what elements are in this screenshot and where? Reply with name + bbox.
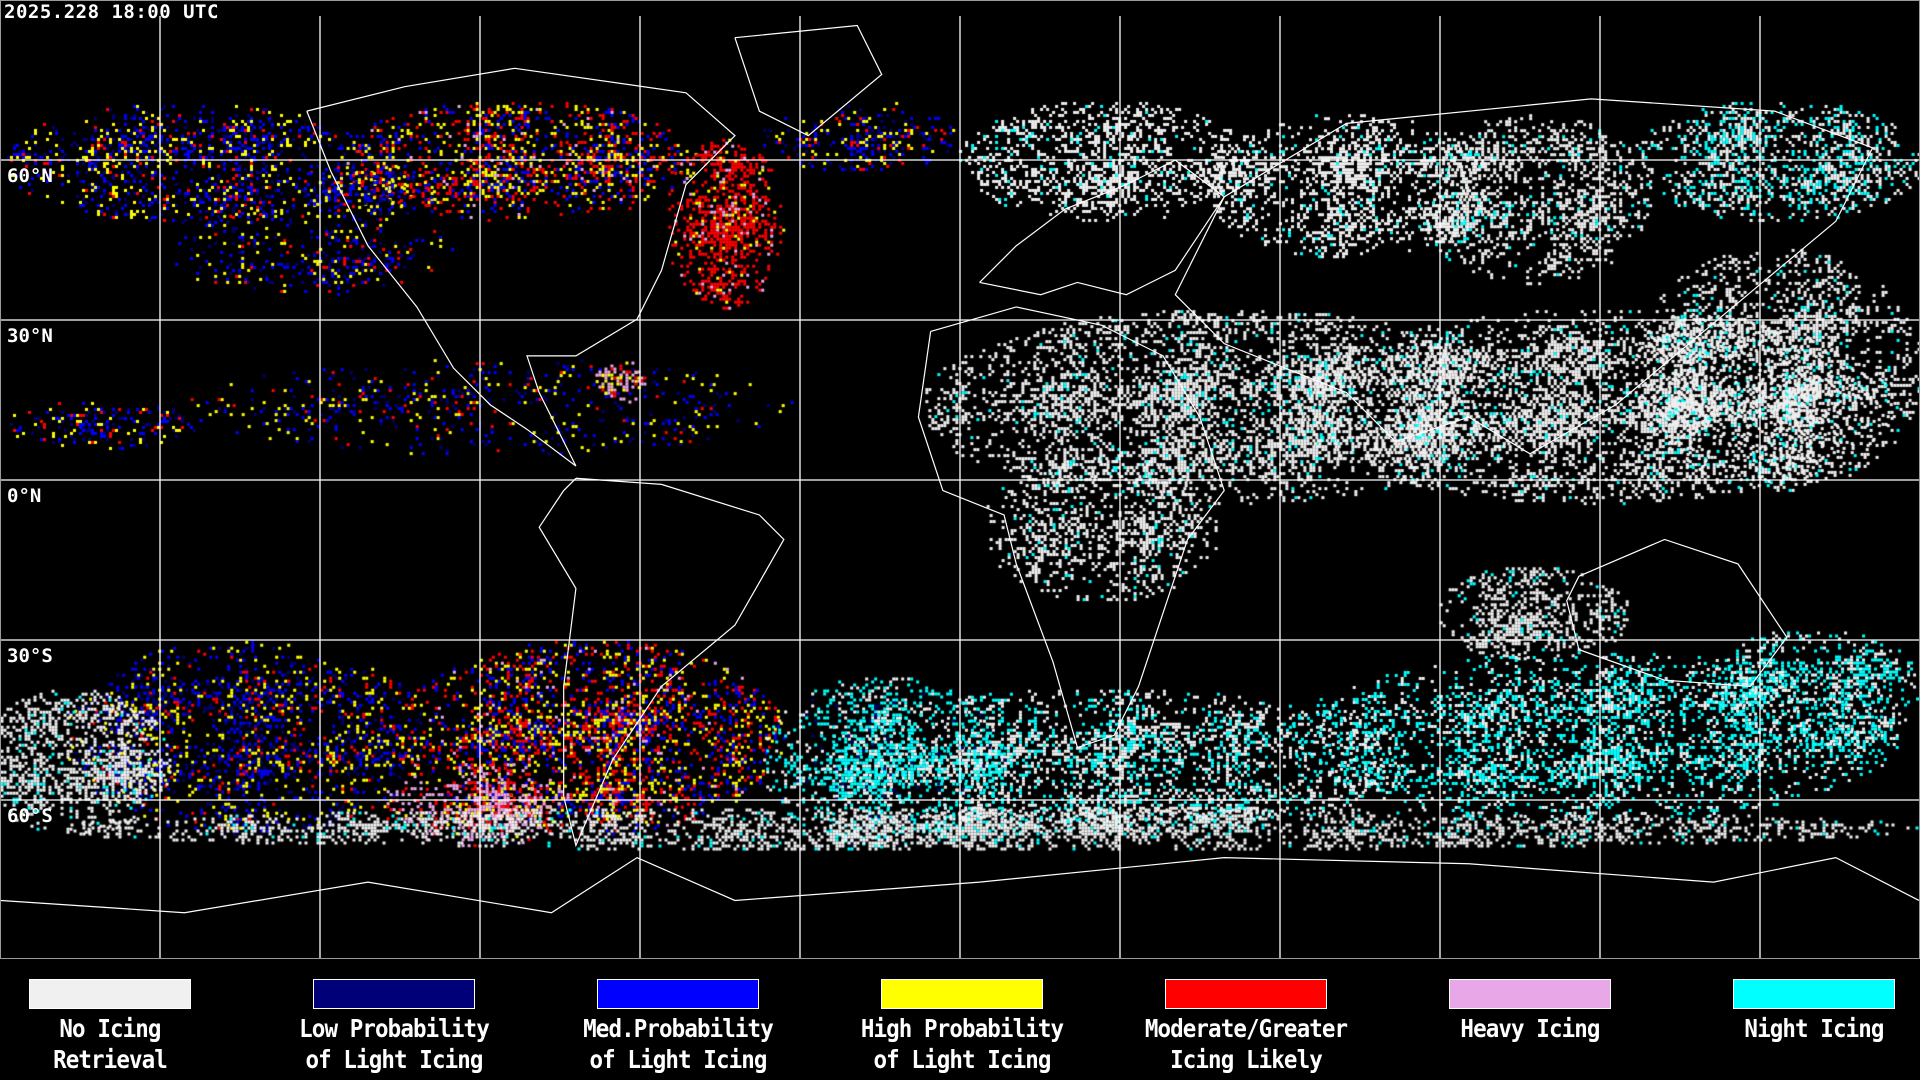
coastline-asia: [1175, 99, 1872, 454]
legend-label: High Probability of Light Icing: [860, 1014, 1064, 1074]
legend-label: No Icing Retrieval: [53, 1014, 168, 1074]
legend-swatch: [881, 979, 1043, 1009]
icing-map: 2025.228 18:00 UTC 60°N 30°N 0°N 30°S 60…: [0, 0, 1920, 959]
timestamp: 2025.228 18:00 UTC: [4, 1, 219, 23]
coastline-africa: [918, 307, 1224, 748]
legend-swatch: [1449, 979, 1611, 1009]
legend-label: Night Icing: [1744, 1014, 1884, 1043]
legend-label: Heavy Icing: [1460, 1014, 1600, 1043]
legend-swatch: [597, 979, 759, 1009]
lat-lon-grid: [1, 16, 1919, 958]
lat-label-30s: 30°S: [7, 645, 53, 667]
lat-label-60n: 60°N: [7, 165, 53, 187]
legend-label: Moderate/Greater Icing Likely: [1144, 1014, 1348, 1074]
lat-label-30n: 30°N: [7, 325, 53, 347]
coastline-antarctica: [1, 858, 1919, 913]
legend-label: Low Probability of Light Icing: [299, 1014, 490, 1074]
legend-swatch: [1165, 979, 1327, 1009]
coastline-south-america: [539, 478, 784, 845]
coastline-north-america: [307, 68, 735, 466]
coastline-australia: [1567, 539, 1787, 686]
legend-swatch: [313, 979, 475, 1009]
coastline-greenland: [735, 25, 882, 135]
lat-label-0n: 0°N: [7, 485, 42, 507]
lat-label-60s: 60°S: [7, 805, 53, 827]
coastlines: [1, 1, 1919, 958]
legend-swatch: [1733, 979, 1895, 1009]
legend-swatch: [29, 979, 191, 1009]
legend-label: Med.Probability of Light Icing: [583, 1014, 774, 1074]
